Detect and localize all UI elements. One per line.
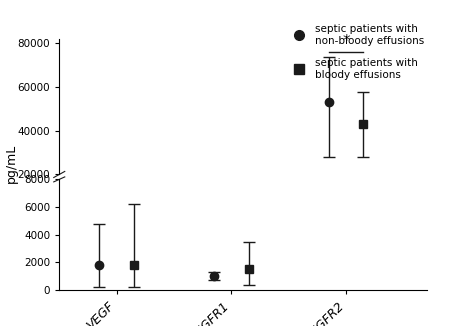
Text: *: *: [342, 34, 350, 49]
Text: pg/mL: pg/mL: [5, 143, 18, 183]
Legend: septic patients with
non-bloody effusions, septic patients with
bloody effusions: septic patients with non-bloody effusion…: [285, 20, 428, 84]
